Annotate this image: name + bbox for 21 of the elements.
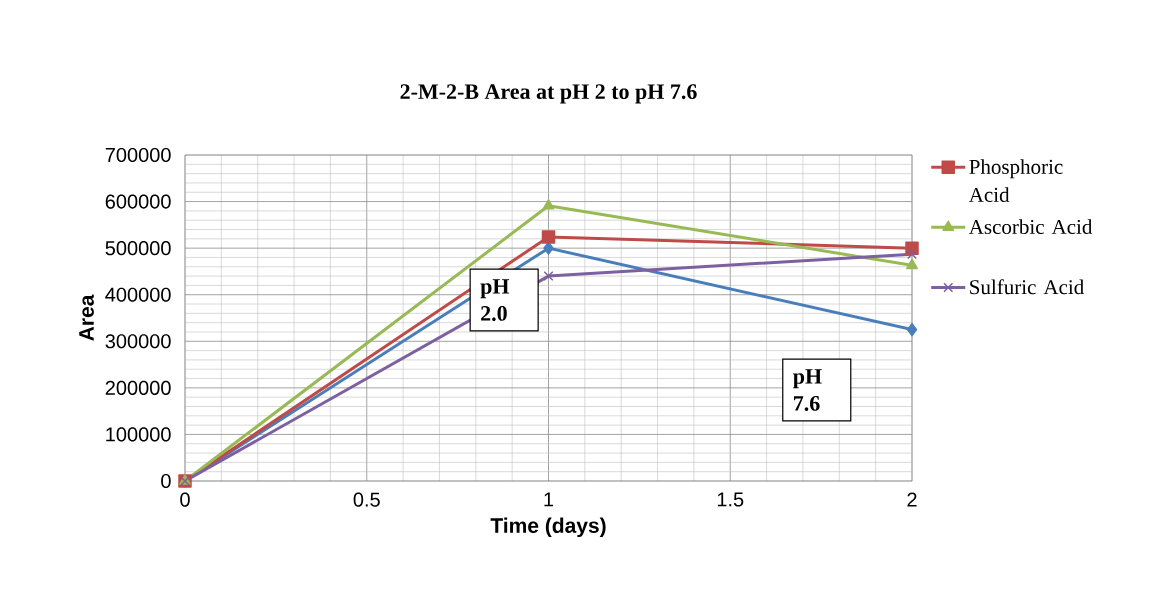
annotation: pH 2.0 bbox=[480, 279, 510, 321]
x-axis-title: Time (days) bbox=[490, 517, 606, 538]
y-tick-label: 600000 bbox=[105, 194, 171, 209]
x-tick-label: 1.5 bbox=[717, 492, 744, 507]
y-tick-label: 0 bbox=[161, 473, 171, 489]
y-tick-label: 700000 bbox=[105, 147, 171, 163]
x-tick-label: 0.5 bbox=[353, 492, 380, 507]
legend-label: Ascorbic Acid bbox=[968, 219, 1093, 235]
y-tick-label: 100000 bbox=[106, 427, 171, 442]
annotation: pH 7.6 bbox=[793, 369, 822, 411]
y-tick-label: 300000 bbox=[105, 334, 171, 349]
y-tick-label: 500000 bbox=[105, 241, 171, 256]
chart-title: 2-M-2-B Area at pH 2 to pH 7.6 bbox=[400, 84, 697, 104]
x-tick-label: 0 bbox=[180, 492, 190, 507]
y-tick-label: 400000 bbox=[105, 287, 171, 302]
x-tick-label: 2 bbox=[907, 492, 917, 507]
y-tick-label: 200000 bbox=[105, 380, 171, 395]
x-tick-label: 1 bbox=[544, 492, 554, 507]
legend-label: Phosphoric Acid bbox=[968, 159, 1063, 202]
y-axis-title: Area bbox=[79, 294, 94, 341]
legend-label: Sulfuric Acid bbox=[970, 279, 1084, 295]
